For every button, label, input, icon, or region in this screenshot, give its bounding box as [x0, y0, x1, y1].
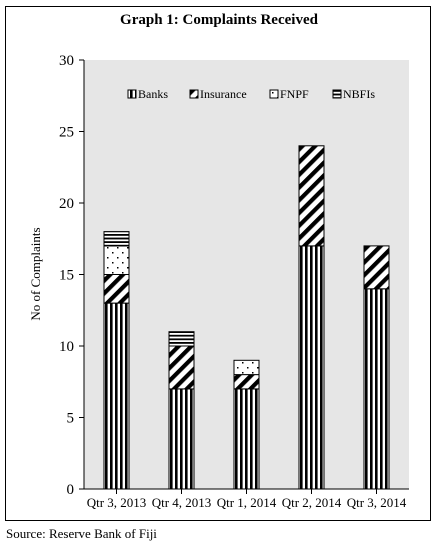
legend-swatch-nbfis: [332, 89, 342, 99]
bar-segment-banks: [168, 388, 195, 490]
x-tick-label: Qtr 2, 2014: [282, 495, 342, 510]
chart-title: Graph 1: Complaints Received: [120, 12, 318, 28]
legend-label-nbfis: NBFIs: [343, 87, 375, 101]
legend-swatch-fnpf: [269, 89, 279, 99]
y-tick-label: 25: [59, 125, 74, 141]
bar-segment-insurance: [103, 274, 130, 304]
x-tick-label: Qtr 3, 2014: [347, 495, 407, 510]
bar-segment-banks: [103, 302, 130, 490]
y-tick-label: 20: [59, 196, 74, 212]
legend-label-banks: Banks: [138, 87, 168, 101]
bar-segment-fnpf: [233, 359, 260, 376]
y-tick-label: 0: [67, 482, 75, 498]
x-tick-label: Qtr 3, 2013: [87, 495, 147, 510]
y-tick-label: 5: [67, 411, 75, 427]
source-note: Source: Reserve Bank of Fiji: [6, 526, 157, 541]
y-axis-label: No of Complaints: [28, 227, 43, 320]
legend-label-fnpf: FNPF: [280, 87, 309, 101]
bar-segment-nbfis: [168, 331, 195, 347]
x-tick-label: Qtr 4, 2013: [152, 495, 212, 510]
legend-swatch-insurance: [189, 89, 199, 99]
bar-segment-insurance: [233, 374, 260, 390]
bar-segment-fnpf: [103, 245, 130, 275]
bar-segment-insurance: [298, 145, 325, 247]
y-tick-label: 10: [59, 339, 74, 355]
bar-segment-banks: [233, 388, 260, 490]
x-tick-label: Qtr 1, 2014: [217, 495, 277, 510]
legend-swatch-banks: [127, 89, 137, 99]
y-tick-label: 30: [59, 53, 74, 69]
legend-label-insurance: Insurance: [200, 87, 247, 101]
bar-segment-insurance: [168, 345, 195, 390]
y-tick-label: 15: [59, 268, 74, 284]
bar-segment-nbfis: [103, 231, 130, 247]
bar-segment-banks: [298, 245, 325, 490]
bar-segment-insurance: [363, 245, 390, 290]
bar-segment-banks: [363, 288, 390, 490]
